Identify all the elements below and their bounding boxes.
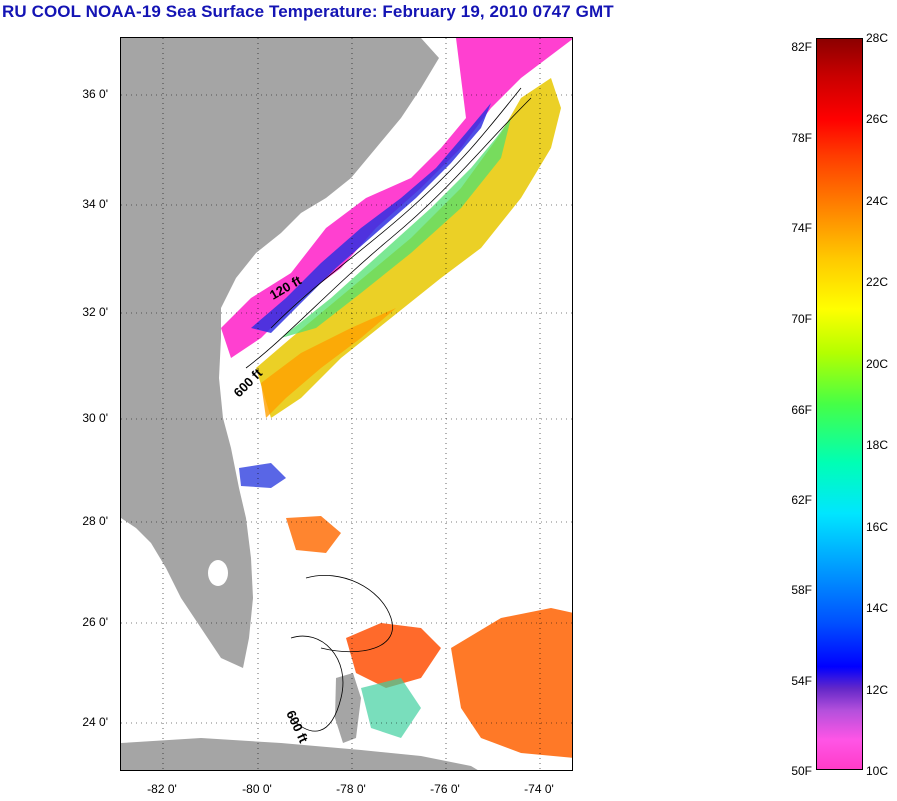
us-coastline-land <box>121 38 439 668</box>
map-title: RU COOL NOAA-19 Sea Surface Temperature:… <box>2 2 614 21</box>
cbar-c-10: 10C <box>866 764 889 778</box>
y-tick-36: 36 0' <box>82 87 108 101</box>
sst-map: 120 ft 600 ft 600 ft <box>120 37 573 771</box>
cbar-c-28: 28C <box>866 31 889 45</box>
warm-patch-north-bahamas <box>286 516 341 553</box>
blue-patch-gulf <box>239 463 286 488</box>
warm-patch-bahamas <box>346 623 441 688</box>
cbar-f-54: 54F <box>791 674 812 688</box>
cbar-c-22: 22C <box>866 275 889 289</box>
cbar-f-78: 78F <box>791 131 812 145</box>
land <box>121 38 478 770</box>
cbar-c-14: 14C <box>866 601 889 615</box>
cbar-f-70: 70F <box>791 312 812 326</box>
contour-bahamas-south <box>290 635 344 732</box>
graticule <box>121 38 572 770</box>
cbar-c-26: 26C <box>866 112 889 126</box>
x-tick-76: -76 0' <box>430 782 460 796</box>
cbar-f-74: 74F <box>791 221 812 235</box>
cbar-c-12: 12C <box>866 683 889 697</box>
y-tick-28: 28 0' <box>82 514 108 528</box>
temperature-colorbar <box>816 38 863 770</box>
contour-bahamas <box>305 575 393 653</box>
andros-island <box>335 673 361 743</box>
lake-okeechobee <box>208 560 228 586</box>
x-tick-74: -74 0' <box>524 782 554 796</box>
mixed-patch <box>361 678 421 738</box>
cbar-c-20: 20C <box>866 357 889 371</box>
sst-field <box>221 38 572 758</box>
x-tick-80: -80 0' <box>242 782 272 796</box>
cbar-f-50: 50F <box>791 764 812 778</box>
cbar-f-66: 66F <box>791 403 812 417</box>
x-tick-78: -78 0' <box>336 782 366 796</box>
warm-patch-southeast <box>451 608 572 758</box>
cuba-land <box>121 738 478 770</box>
y-tick-34: 34 0' <box>82 197 108 211</box>
x-tick-82: -82 0' <box>147 782 177 796</box>
y-tick-32: 32 0' <box>82 305 108 319</box>
cbar-c-18: 18C <box>866 438 889 452</box>
depth-contours <box>245 87 532 732</box>
map-canvas: 120 ft 600 ft 600 ft <box>121 38 572 770</box>
warm-band-inner <box>261 308 396 418</box>
blue-cold-edge <box>251 103 491 333</box>
y-tick-24: 24 0' <box>82 715 108 729</box>
cbar-f-82: 82F <box>791 40 812 54</box>
contour-label-600ft-south: 600 ft <box>283 708 311 746</box>
y-tick-30: 30 0' <box>82 411 108 425</box>
contour-600ft <box>245 97 532 369</box>
cbar-f-58: 58F <box>791 583 812 597</box>
cbar-c-16: 16C <box>866 520 889 534</box>
cbar-c-24: 24C <box>866 194 889 208</box>
contour-120ft <box>270 87 522 329</box>
cbar-f-62: 62F <box>791 493 812 507</box>
y-tick-26: 26 0' <box>82 615 108 629</box>
